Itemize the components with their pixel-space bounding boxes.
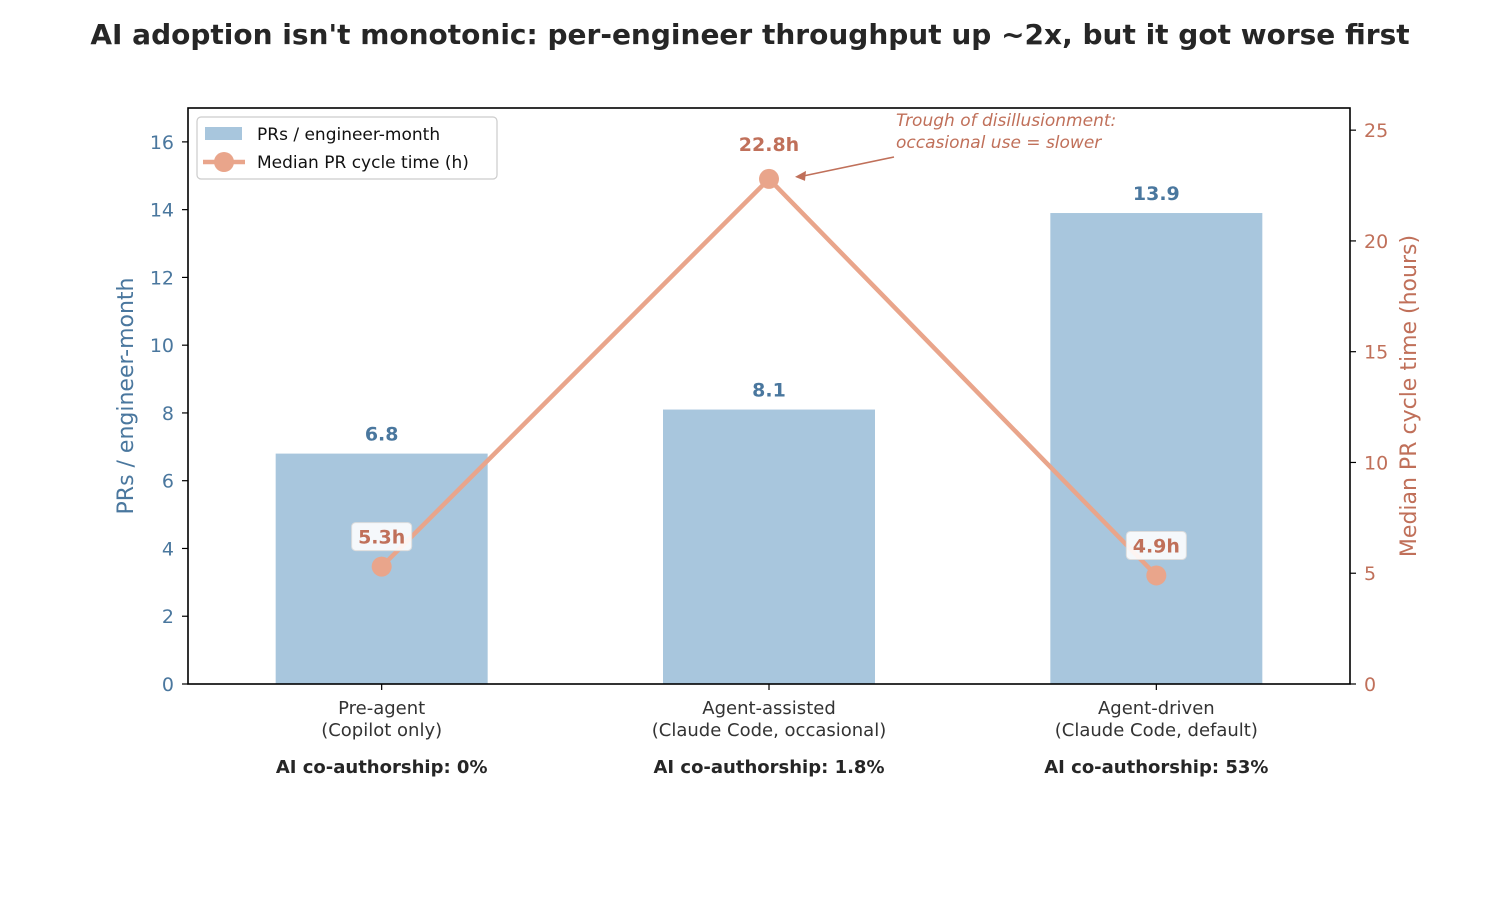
y-tick-label: 16 bbox=[150, 132, 174, 154]
y-tick-label: 4 bbox=[162, 538, 174, 560]
y2-tick-label: 15 bbox=[1364, 342, 1388, 364]
x-tick-label-line2: (Copilot only) bbox=[321, 720, 442, 741]
x-tick-label-line1: Pre-agent bbox=[338, 698, 425, 719]
bar-value-label-1: 8.1 bbox=[752, 380, 786, 402]
cycle-time-label-box-0 bbox=[351, 522, 413, 552]
cycle-time-label-1: 22.8h bbox=[739, 134, 799, 156]
x-tick-label-line2: (Claude Code, occasional) bbox=[652, 720, 886, 741]
legend-label-bar: PRs / engineer-month bbox=[257, 125, 440, 145]
y-tick-label: 8 bbox=[162, 403, 174, 425]
y-tick-label: 12 bbox=[150, 267, 174, 289]
cycle-time-point-2 bbox=[1146, 565, 1167, 586]
legend-box bbox=[196, 116, 498, 180]
bar-2 bbox=[1050, 213, 1263, 685]
coauthorship-note: AI co-authorship: 0% bbox=[276, 757, 488, 778]
y2-tick-label: 20 bbox=[1364, 231, 1388, 253]
annotation-line2: occasional use = slower bbox=[896, 133, 1102, 153]
cycle-time-label-box-2 bbox=[1125, 530, 1187, 560]
x-tick-label-line1: Agent-assisted bbox=[702, 698, 836, 719]
annotation-arrowhead bbox=[795, 170, 806, 181]
x-tick-label-line2: (Claude Code, default) bbox=[1055, 720, 1258, 741]
bar-value-label-0: 6.8 bbox=[365, 424, 399, 446]
annotation-arrow bbox=[798, 156, 895, 178]
cycle-time-label-0: 5.3h bbox=[358, 527, 405, 549]
legend-swatch-marker bbox=[214, 152, 234, 172]
legend-swatch-bar bbox=[205, 127, 242, 140]
x-tick-label-line1: Agent-driven bbox=[1098, 698, 1215, 719]
legend-label-line: Median PR cycle time (h) bbox=[257, 153, 469, 173]
y-tick-label: 10 bbox=[150, 335, 174, 357]
y2-tick-label: 10 bbox=[1364, 452, 1388, 474]
bar-1 bbox=[663, 409, 875, 684]
annotation-line1: Trough of disillusionment: bbox=[896, 111, 1116, 131]
y-axis-label: PRs / engineer-month bbox=[114, 278, 139, 515]
coauthorship-note: AI co-authorship: 1.8% bbox=[654, 757, 885, 778]
y-tick-label: 2 bbox=[162, 606, 174, 628]
y2-tick-label: 0 bbox=[1364, 674, 1376, 696]
y-tick-label: 0 bbox=[162, 674, 174, 696]
y2-tick-label: 25 bbox=[1364, 120, 1388, 142]
chart-title: AI adoption isn't monotonic: per-enginee… bbox=[90, 18, 1410, 51]
coauthorship-note: AI co-authorship: 53% bbox=[1044, 757, 1268, 778]
cycle-time-point-0 bbox=[371, 556, 392, 577]
bar-value-label-2: 13.9 bbox=[1133, 183, 1180, 205]
cycle-time-point-1 bbox=[759, 168, 779, 189]
y2-tick-label: 5 bbox=[1364, 563, 1376, 585]
y-tick-label: 14 bbox=[150, 200, 174, 222]
cycle-time-label-2: 4.9h bbox=[1133, 535, 1180, 557]
y2-axis-label: Median PR cycle time (hours) bbox=[1397, 235, 1422, 557]
y-tick-label: 6 bbox=[162, 471, 174, 493]
